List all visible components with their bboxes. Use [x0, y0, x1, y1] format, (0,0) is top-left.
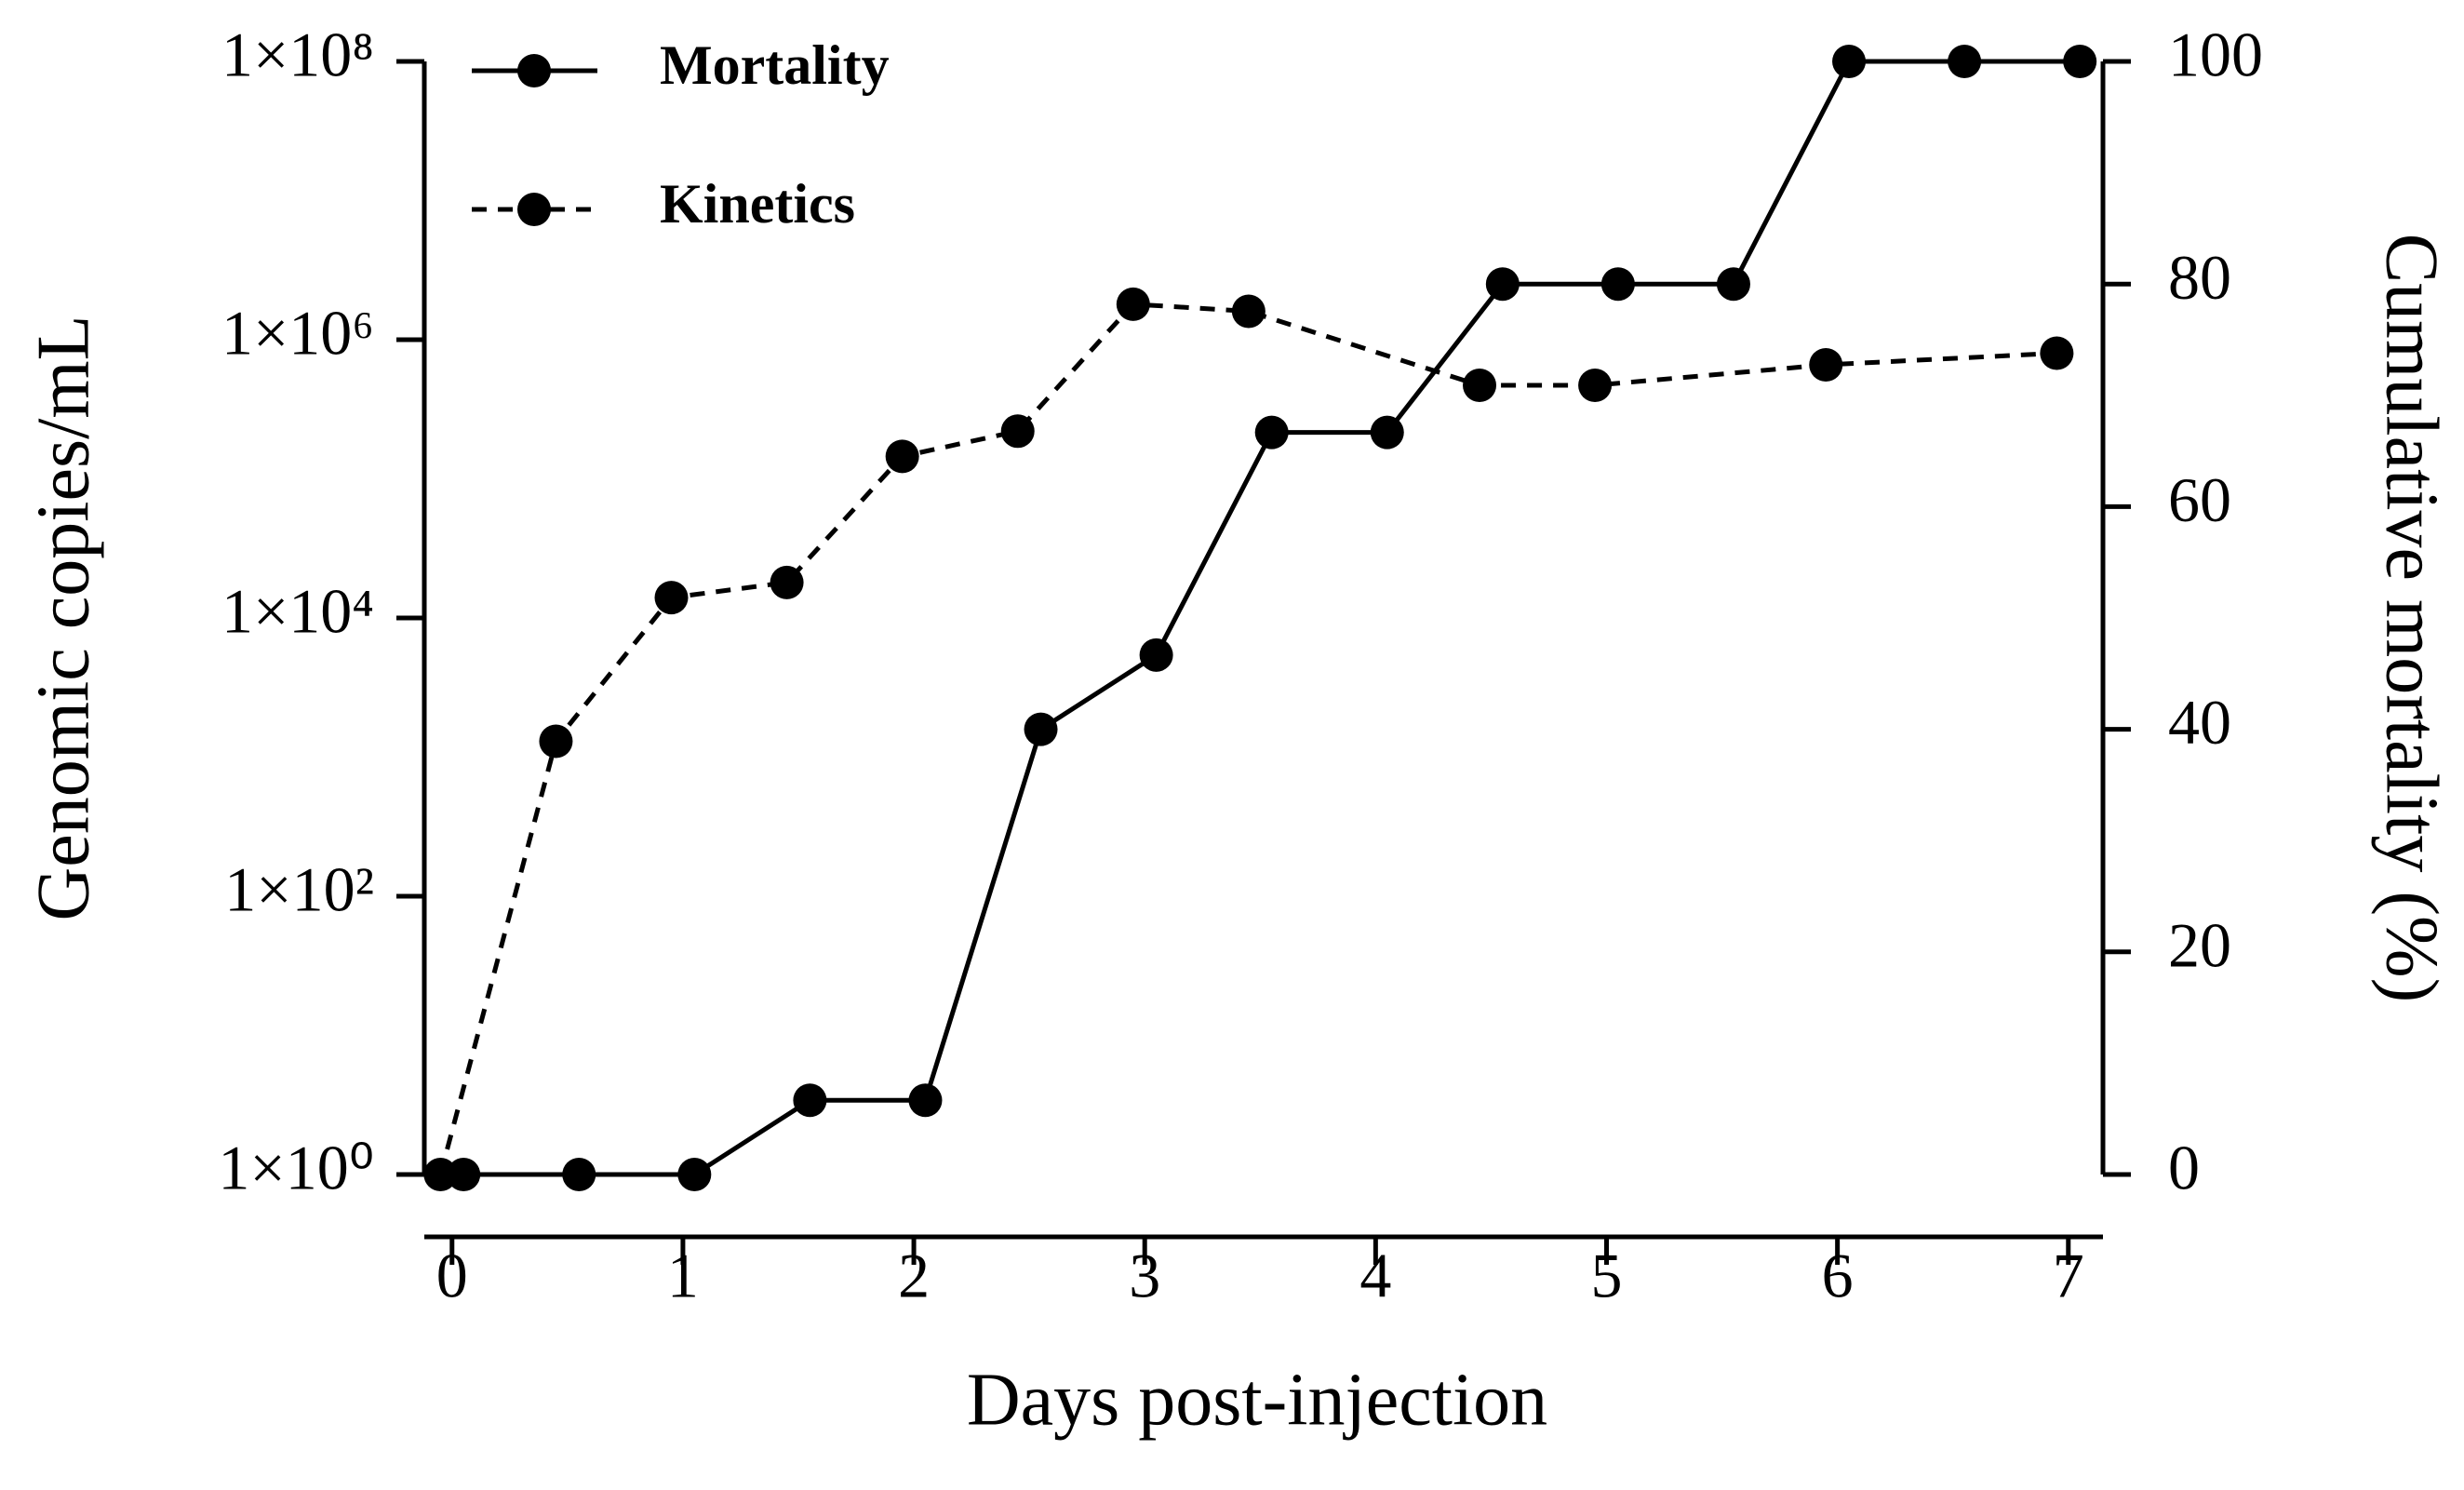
- data-point: [1578, 369, 1613, 403]
- data-point: [1254, 415, 1289, 450]
- data-point: [562, 1158, 596, 1191]
- data-point: [1716, 267, 1750, 302]
- x-tick-label: 2: [898, 1241, 930, 1311]
- data-point: [1024, 712, 1058, 746]
- y-tick-label: 1×10⁴: [221, 576, 374, 647]
- data-point: [885, 439, 919, 474]
- data-point: [654, 581, 689, 615]
- data-point: [539, 724, 573, 758]
- data-point: [1600, 267, 1635, 302]
- y2-tick-label: 0: [2168, 1133, 2200, 1203]
- data-point: [793, 1083, 827, 1118]
- data-point: [1139, 638, 1173, 672]
- x-axis-title: Days post-injection: [967, 1359, 1547, 1441]
- series-line: [437, 302, 2057, 1175]
- data-point: [1370, 415, 1404, 450]
- y-axis-title: Genomic copies/mL: [22, 315, 104, 921]
- y-tick-label: 1×10⁶: [221, 298, 374, 369]
- data-point: [1948, 45, 1982, 78]
- x-tick-label: 4: [1359, 1241, 1391, 1311]
- y-tick-label: 1×10⁰: [218, 1133, 374, 1203]
- legend-label: Mortality: [660, 34, 890, 96]
- y2-tick-label: 20: [2168, 909, 2231, 980]
- x-tick-label: 7: [2053, 1241, 2084, 1311]
- legend-marker: [517, 193, 551, 226]
- data-point: [423, 1158, 458, 1191]
- y2-tick-label: 40: [2168, 687, 2231, 758]
- data-point: [447, 1158, 481, 1191]
- x-tick-label: 1: [667, 1241, 699, 1311]
- data-point: [1832, 45, 1867, 78]
- x-tick-label: 0: [436, 1241, 468, 1311]
- data-point: [770, 565, 804, 599]
- legend-marker: [517, 54, 551, 87]
- y-tick-label: 1×10⁸: [221, 20, 374, 90]
- data-point: [1000, 414, 1035, 449]
- x-tick-label: 3: [1129, 1241, 1160, 1311]
- data-point: [2040, 336, 2074, 370]
- data-point: [1485, 267, 1520, 302]
- legend-label: Kinetics: [660, 173, 855, 235]
- data-point: [1231, 294, 1265, 329]
- data-point: [1809, 347, 1843, 382]
- data-point: [1463, 369, 1497, 403]
- data-point: [2063, 45, 2097, 78]
- data-point: [908, 1083, 943, 1118]
- y-tick-label: 1×10²: [224, 854, 374, 925]
- y2-tick-label: 80: [2168, 242, 2231, 313]
- data-point: [677, 1158, 712, 1191]
- y2-axis-title: Cumulative mortality (%): [2371, 234, 2453, 1002]
- x-tick-label: 6: [1822, 1241, 1854, 1311]
- y2-tick-label: 60: [2168, 464, 2231, 535]
- data-point: [1116, 287, 1150, 321]
- y2-tick-label: 100: [2168, 20, 2263, 90]
- x-tick-label: 5: [1590, 1241, 1622, 1311]
